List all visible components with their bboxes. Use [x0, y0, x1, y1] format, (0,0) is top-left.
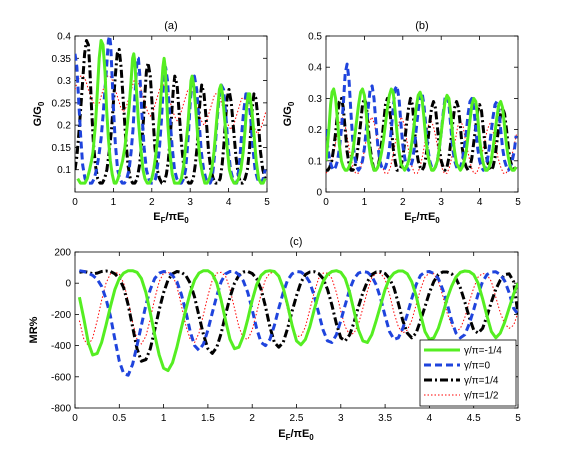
y-tick-label: 0.4 [57, 32, 71, 43]
panel-c-xlabel: EF/πE0 [278, 428, 314, 442]
panel-a-xlabel: EF/πE0 [153, 211, 189, 225]
x-tick-label: 3 [438, 197, 444, 208]
legend-label: γ/π=-1/4 [464, 346, 502, 357]
x-tick-label: 5 [515, 197, 521, 208]
x-tick-label: 2.5 [290, 413, 304, 424]
x-tick-label: 4 [226, 197, 232, 208]
x-tick-label: 4.5 [467, 413, 481, 424]
series-line-1 [326, 87, 518, 172]
x-tick-label: 5 [264, 197, 270, 208]
y-tick-label: 0.1 [308, 156, 322, 167]
series-line-2 [75, 36, 267, 185]
y-tick-label: 0.5 [308, 32, 322, 43]
panel-b-title: (b) [415, 20, 428, 32]
x-tick-label: 3 [187, 197, 193, 208]
x-tick-label: 2 [400, 197, 406, 208]
legend-label: γ/π=1/2 [464, 391, 499, 402]
legend: γ/π=-1/4 γ/π=0 γ/π=1/4 γ/π=1/2 [419, 339, 517, 407]
panel-a: (a) 0 1 2 3 4 5 0.1 0.15 0.2 0.25 0.3 0.35 0.4 EF/π… [32, 20, 270, 225]
x-tick-label: 2 [149, 197, 155, 208]
series-line-2 [79, 269, 518, 377]
x-tick-label: 4 [427, 413, 433, 424]
panel-b-xlabel: EF/πE0 [404, 211, 440, 225]
panel-a-title: (a) [164, 20, 177, 32]
x-tick-label: 3.5 [378, 413, 392, 424]
y-tick-label: 0 [316, 188, 322, 199]
y-tick-label: 0.25 [52, 98, 72, 109]
y-tick-label: -400 [51, 341, 71, 352]
y-tick-label: 200 [54, 248, 71, 259]
panel-b: (b) 0 1 2 3 4 5 0 0.1 0.2 0.3 0.4 0.5 EF/πE0 G/G0 [282, 20, 521, 225]
panel-a-series [75, 36, 267, 185]
legend-label: γ/π=0 [464, 361, 491, 372]
y-tick-label: -200 [51, 310, 71, 321]
y-tick-label: 0.35 [52, 54, 72, 65]
panel-c-ylabel: MR% [28, 316, 40, 343]
panel-b-series [326, 62, 518, 174]
panel-c-title: (c) [290, 236, 303, 248]
series-line-3 [326, 96, 518, 172]
x-tick-label: 2 [249, 413, 255, 424]
panel-b-frame [325, 35, 519, 193]
panel-c: (c) 0 0.5 1 1.5 2 2.5 3 3.5 4 4.5 5 -800 -600 -400 -2… [28, 236, 521, 442]
panel-a-frame [74, 35, 268, 193]
legend-entries: γ/π=-1/4 γ/π=0 γ/π=1/4 γ/π=1/2 [424, 346, 502, 402]
x-tick-label: 1 [111, 197, 117, 208]
y-tick-label: 0.2 [57, 121, 71, 132]
y-tick-label: -800 [51, 404, 71, 415]
panel-b-yticks: 0 0.1 0.2 0.3 0.4 0.5 [308, 32, 518, 199]
y-tick-label: 0.4 [308, 63, 322, 74]
x-tick-label: 4 [477, 197, 483, 208]
y-tick-label: 0.2 [308, 125, 322, 136]
series-line-1 [76, 39, 267, 185]
x-tick-label: 0 [72, 197, 78, 208]
series-line-4 [326, 116, 518, 174]
series-line-3 [79, 269, 518, 363]
panel-a-ylabel: G/G0 [32, 101, 46, 126]
y-tick-label: 0 [65, 279, 71, 290]
panel-c-xticks: 0 0.5 1 1.5 2 2.5 3 3.5 4 4.5 5 [72, 252, 521, 424]
series-line-4 [78, 271, 518, 347]
x-tick-label: 1 [161, 413, 167, 424]
x-tick-label: 3 [338, 413, 344, 424]
y-tick-label: 0.3 [308, 94, 322, 105]
x-tick-label: 5 [515, 413, 521, 424]
y-tick-label: 0.3 [57, 76, 71, 87]
panel-b-ylabel: G/G0 [282, 101, 296, 126]
x-tick-label: 0 [72, 413, 78, 424]
series-line-1 [77, 269, 518, 373]
legend-label: γ/π=1/4 [464, 376, 499, 387]
y-tick-label: 0.15 [52, 143, 72, 154]
y-tick-label: 0.1 [57, 165, 71, 176]
x-tick-label: 0 [323, 197, 329, 208]
x-tick-label: 0.5 [112, 413, 126, 424]
x-tick-label: 1.5 [201, 413, 215, 424]
panel-b-xticks: 0 1 2 3 4 5 [323, 36, 521, 208]
panel-a-xticks: 0 1 2 3 4 5 [72, 36, 270, 208]
panel-c-series [77, 269, 518, 377]
x-tick-label: 1 [362, 197, 368, 208]
y-tick-label: -600 [51, 372, 71, 383]
